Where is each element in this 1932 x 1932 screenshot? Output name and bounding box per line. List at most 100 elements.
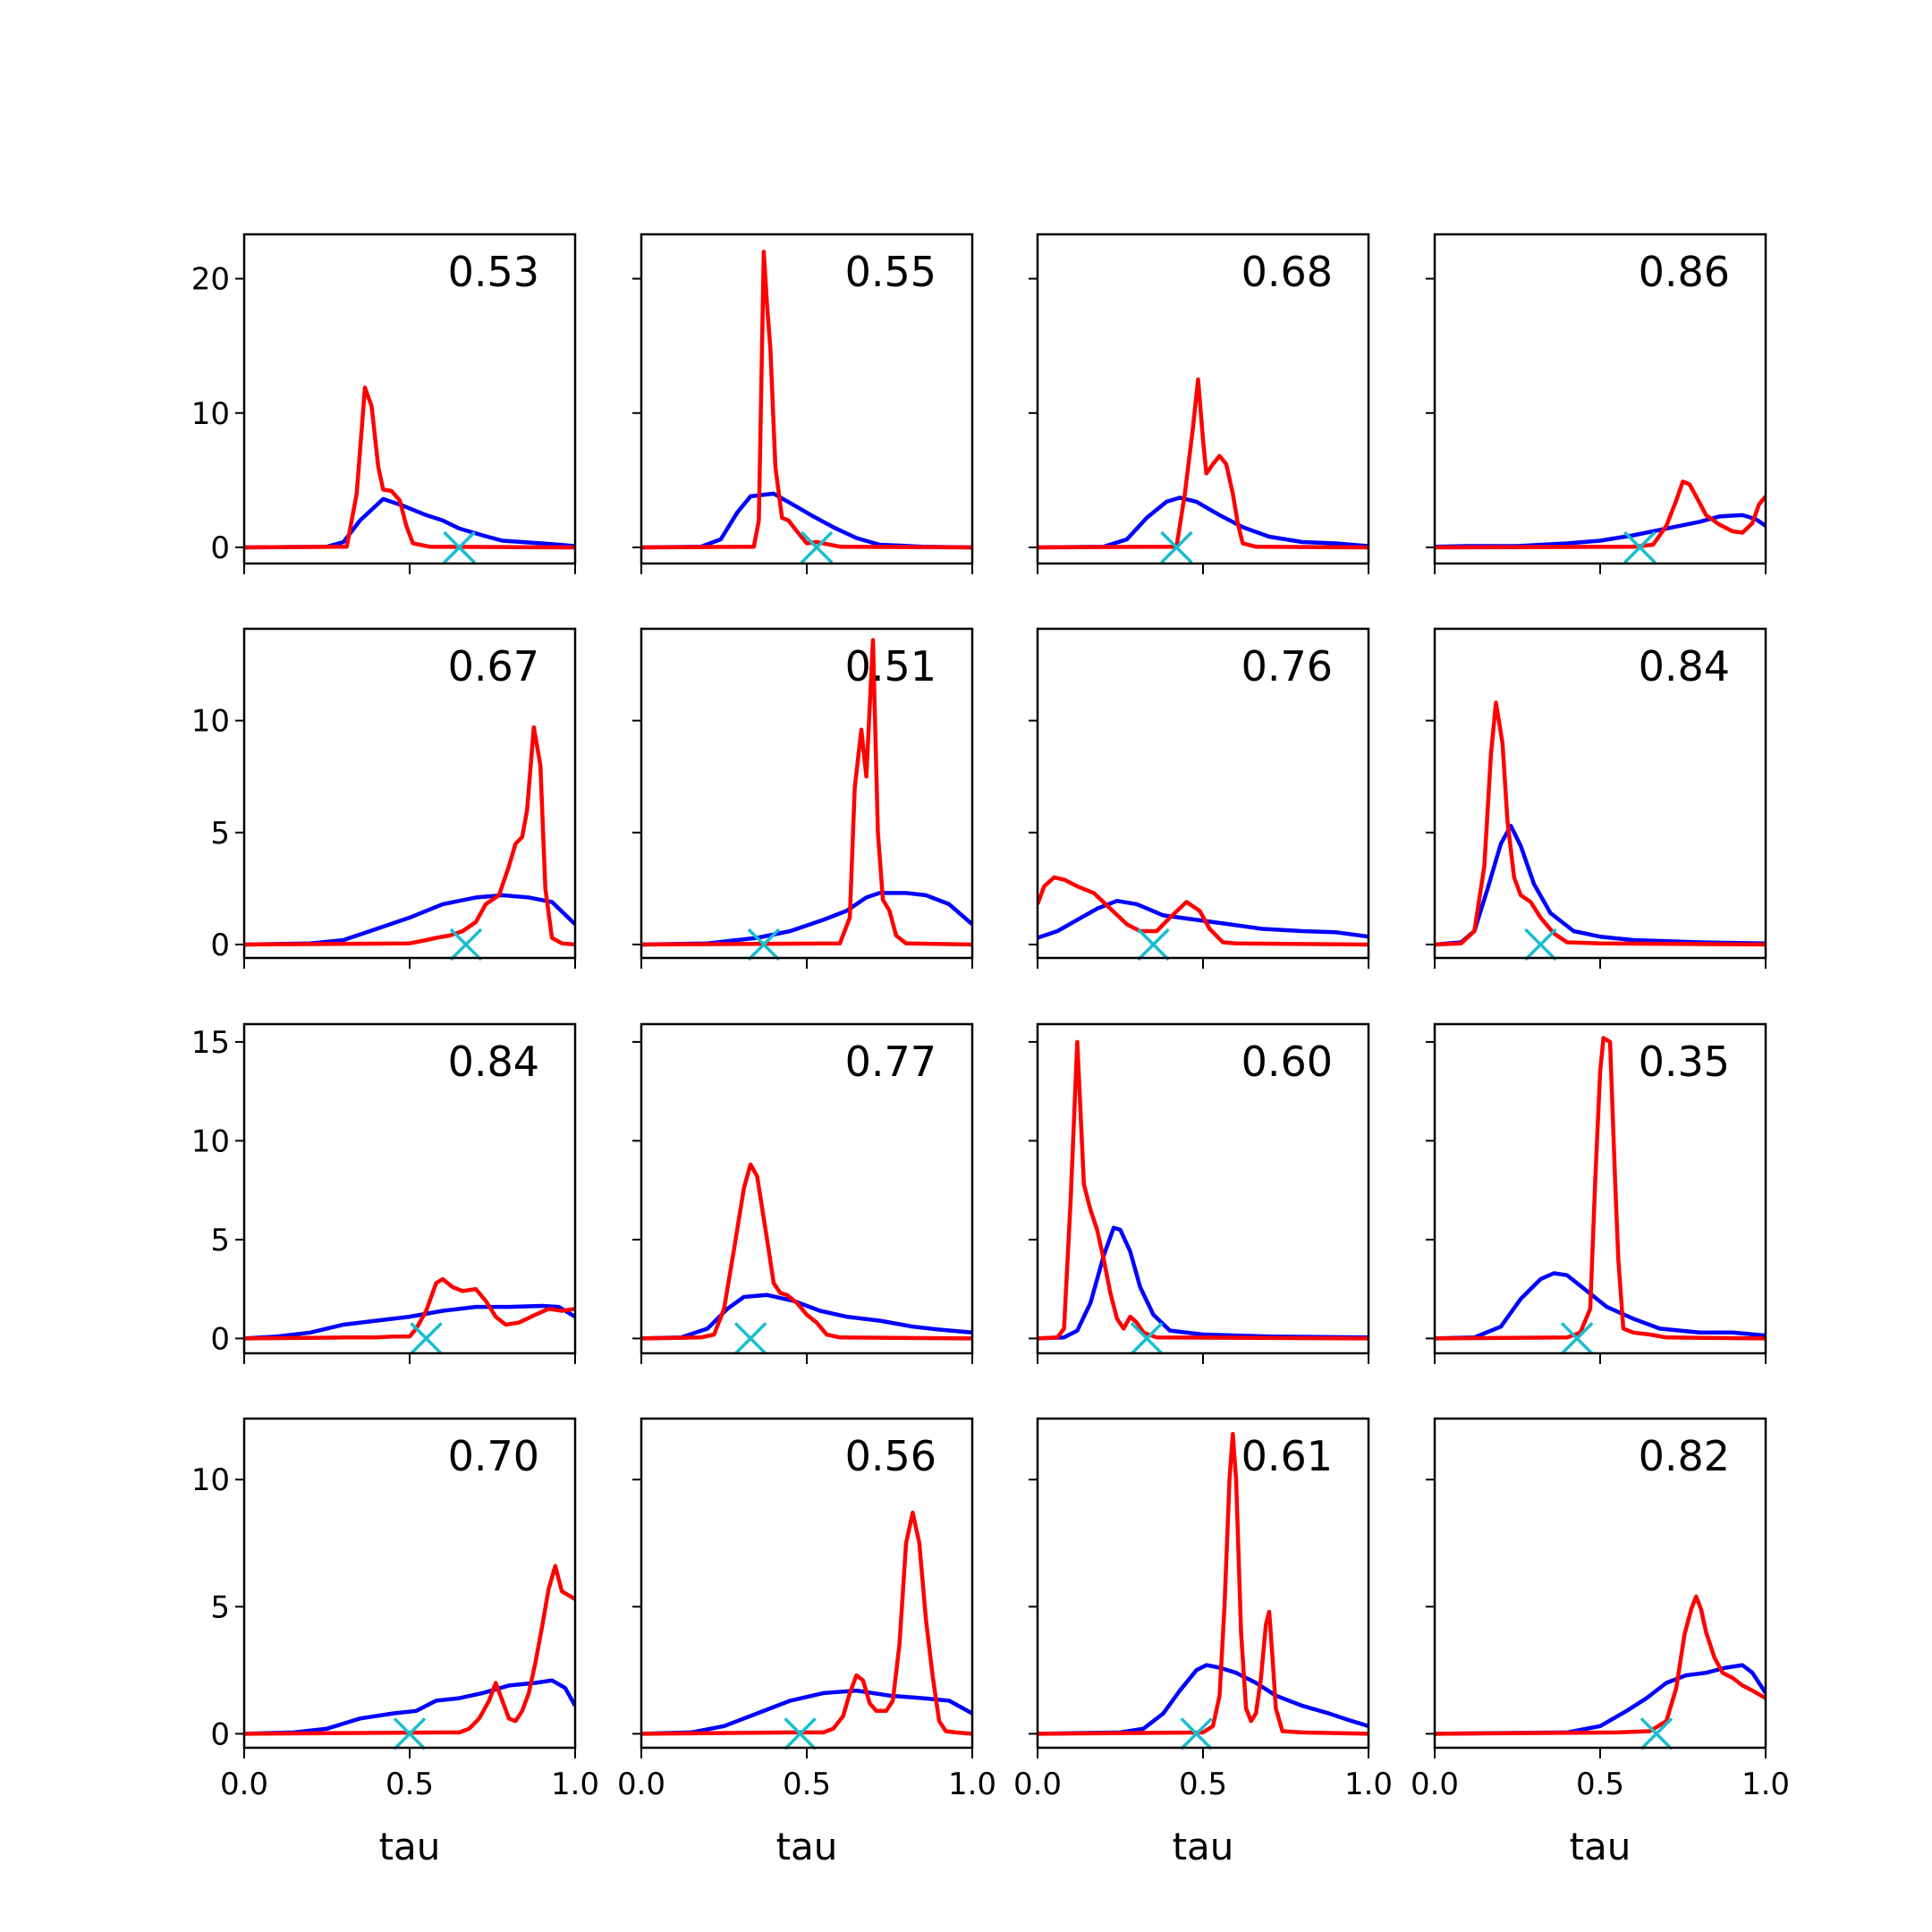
panel-12: 0.35	[1426, 1022, 1767, 1364]
axes-frame	[640, 1022, 974, 1355]
panel-10: 0.77	[632, 1022, 974, 1364]
x-tick-label: 1.0	[1344, 1767, 1393, 1802]
panel-value-label: 0.84	[448, 1038, 539, 1086]
axes-frame	[242, 233, 577, 565]
panel-value-label: 0.55	[845, 248, 936, 296]
blue-density-line	[1038, 1225, 1368, 1341]
panel-value-label: 0.35	[1639, 1038, 1730, 1086]
x-tick-label: 1.0	[948, 1767, 996, 1802]
curves	[641, 250, 972, 550]
blue-density-line	[641, 491, 972, 550]
panel-value-label: 0.67	[448, 642, 539, 691]
panel-2: 0.55	[632, 233, 974, 574]
curves	[641, 638, 972, 947]
y-tick-label: 10	[191, 1462, 230, 1498]
red-density-line	[641, 1510, 972, 1736]
x-tick-label: 0.5	[783, 1767, 831, 1802]
red-density-line	[244, 385, 575, 550]
x-tick-label: 0.0	[1013, 1767, 1062, 1802]
curves	[244, 724, 575, 947]
x-marker	[747, 928, 781, 962]
y-tick-label: 20	[191, 262, 230, 298]
panel-16: 0.0 0.5 1.0 0.82 tau	[1411, 1417, 1790, 1868]
panel-7: 0.76	[1029, 627, 1370, 969]
x-marker	[1524, 928, 1557, 962]
axes-frame	[242, 627, 577, 960]
panel-14: 0.0 0.5 1.0 0.56 tau	[617, 1417, 996, 1868]
panel-value-label: 0.70	[448, 1432, 539, 1480]
red-density-line	[1435, 479, 1766, 550]
x-tick-label: 1.0	[1741, 1767, 1790, 1802]
panel-value-label: 0.68	[1241, 248, 1333, 296]
blue-density-line	[1435, 1271, 1766, 1341]
x-marker	[443, 530, 476, 564]
x-marker	[800, 530, 834, 564]
blue-density-line	[1038, 496, 1368, 550]
x-tick-label: 0.0	[220, 1767, 268, 1802]
panel-11: 0.60	[1029, 1022, 1370, 1364]
curves	[1038, 1431, 1368, 1736]
panel-value-label: 0.84	[1639, 642, 1730, 691]
panel-13: 0 5 10 0.0 0.5 1.0 0.70 tau	[191, 1417, 599, 1868]
x-axis-label: tau	[379, 1825, 441, 1868]
x-marker	[1137, 928, 1170, 962]
blue-density-line	[244, 496, 575, 550]
axes-frame	[1036, 1022, 1370, 1355]
x-tick-label: 1.0	[551, 1767, 599, 1802]
red-density-line	[1435, 1036, 1766, 1341]
x-marker	[1623, 530, 1657, 564]
curves	[1038, 377, 1368, 550]
red-density-line	[641, 250, 972, 550]
panel-4: 0.86	[1426, 233, 1767, 574]
axes-frame	[242, 1022, 577, 1355]
x-tick-label: 0.0	[1411, 1767, 1459, 1802]
x-tick-label: 0.5	[1576, 1767, 1624, 1802]
y-tick-label: 5	[210, 1223, 230, 1258]
y-tick-label: 5	[210, 1589, 230, 1625]
panel-9: 0 5 10 15 0.84	[191, 1022, 577, 1364]
panel-1: 0 10 20 0.53	[191, 233, 577, 574]
curves	[244, 1276, 575, 1341]
red-density-line	[1435, 1594, 1766, 1736]
panel-value-label: 0.51	[845, 642, 936, 691]
red-density-line	[1038, 377, 1368, 550]
x-marker	[1560, 1322, 1594, 1355]
blue-density-line	[641, 891, 972, 947]
curves	[641, 1162, 972, 1341]
x-marker	[393, 1717, 427, 1750]
y-tick-label: 0	[210, 1716, 230, 1752]
x-marker	[1640, 1717, 1674, 1750]
blue-density-line	[244, 1678, 575, 1736]
axes-frame	[1036, 233, 1370, 565]
blue-density-line	[1038, 898, 1368, 940]
red-density-line	[1038, 1039, 1368, 1341]
x-marker	[410, 1322, 443, 1355]
y-tick-label: 15	[191, 1025, 230, 1061]
x-tick-label: 0.5	[1179, 1767, 1227, 1802]
axes-frame	[1433, 233, 1767, 565]
axes-frame	[242, 1417, 577, 1750]
x-tick-label: 0.5	[386, 1767, 434, 1802]
y-tick-label: 0	[210, 530, 230, 566]
curves	[1435, 1036, 1766, 1341]
panel-value-label: 0.82	[1639, 1432, 1730, 1480]
red-density-line	[244, 1563, 575, 1736]
panel-3: 0.68	[1029, 233, 1370, 574]
x-marker	[784, 1717, 817, 1750]
x-tick-label: 0.0	[617, 1767, 665, 1802]
y-tick-label: 0	[210, 1321, 230, 1357]
x-marker	[1130, 1322, 1164, 1355]
x-marker	[1180, 1717, 1213, 1750]
axes-frame	[640, 627, 974, 960]
blue-density-line	[244, 893, 575, 947]
red-density-line	[641, 1162, 972, 1341]
axes-frame	[1433, 1022, 1767, 1355]
red-density-line	[641, 638, 972, 947]
axes-frame	[1433, 627, 1767, 960]
axes-frame	[1433, 1417, 1767, 1750]
y-tick-label: 10	[191, 1123, 230, 1159]
panel-value-label: 0.53	[448, 248, 539, 296]
